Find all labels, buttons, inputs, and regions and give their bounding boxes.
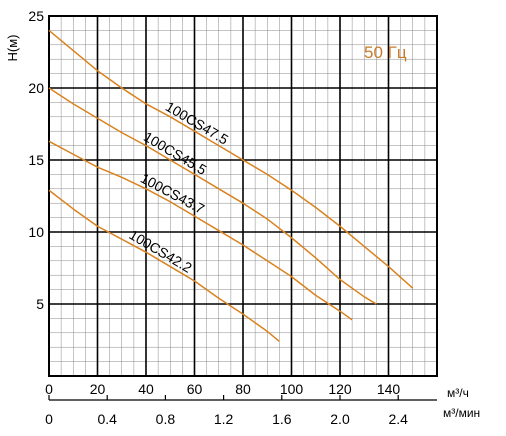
- x-tick-label: 140: [377, 381, 401, 397]
- plot-frame: [48, 15, 438, 377]
- curve-label-100CS43.7: 100CS43.7: [138, 170, 208, 217]
- x-tick-label: 0: [45, 381, 53, 397]
- x2-tick-label: 0: [45, 411, 53, 427]
- x2-axis-tick-labels: 0 0.4 0.8 1.2 1.6 2.0 2.4: [45, 411, 408, 427]
- curve-100CS42.2: [48, 189, 280, 343]
- y-tick-label: 5: [36, 296, 44, 312]
- curve-100CS47.5: [48, 29, 414, 289]
- curve-label-100CS45.5: 100CS45.5: [141, 128, 210, 178]
- frequency-annotation: 50 Гц: [364, 43, 407, 62]
- x2-tick-label: 1.2: [214, 411, 234, 427]
- y-axis-tick-labels: 5 10 15 20 25: [28, 8, 44, 312]
- x2-tick-label: 2.4: [388, 411, 408, 427]
- x2-axis-label: м³/мин: [443, 406, 480, 420]
- pump-curves: [48, 29, 414, 343]
- x-tick-label: 20: [90, 381, 106, 397]
- x-tick-label: 100: [280, 381, 304, 397]
- x-tick-label: 60: [187, 381, 203, 397]
- x2-tick-label: 2.0: [330, 411, 350, 427]
- x2-tick-label: 0.8: [156, 411, 176, 427]
- curve-100CS45.5: [48, 87, 377, 305]
- x2-tick-label: 1.6: [272, 411, 292, 427]
- x2-axis-tick-marks: [48, 395, 399, 400]
- x-tick-label: 80: [235, 381, 251, 397]
- x2-tick-label: 0.4: [97, 411, 117, 427]
- curve-label-100CS42.2: 100CS42.2: [126, 226, 195, 276]
- curve-100CS43.7: [48, 140, 353, 321]
- y-tick-label: 10: [28, 224, 44, 240]
- curve-label-100CS47.5: 100CS47.5: [163, 98, 232, 148]
- y-axis-label: H(м): [5, 35, 20, 62]
- x-tick-label: 40: [138, 381, 154, 397]
- y-tick-label: 15: [28, 152, 44, 168]
- x-axis-tick-labels: 0 20 40 60 80 100 120 140: [45, 381, 400, 397]
- x-axis-label: м³/ч: [447, 386, 469, 400]
- x-tick-label: 120: [328, 381, 352, 397]
- major-grid: [48, 15, 438, 377]
- y-tick-label: 20: [28, 80, 44, 96]
- y-tick-label: 25: [28, 8, 44, 24]
